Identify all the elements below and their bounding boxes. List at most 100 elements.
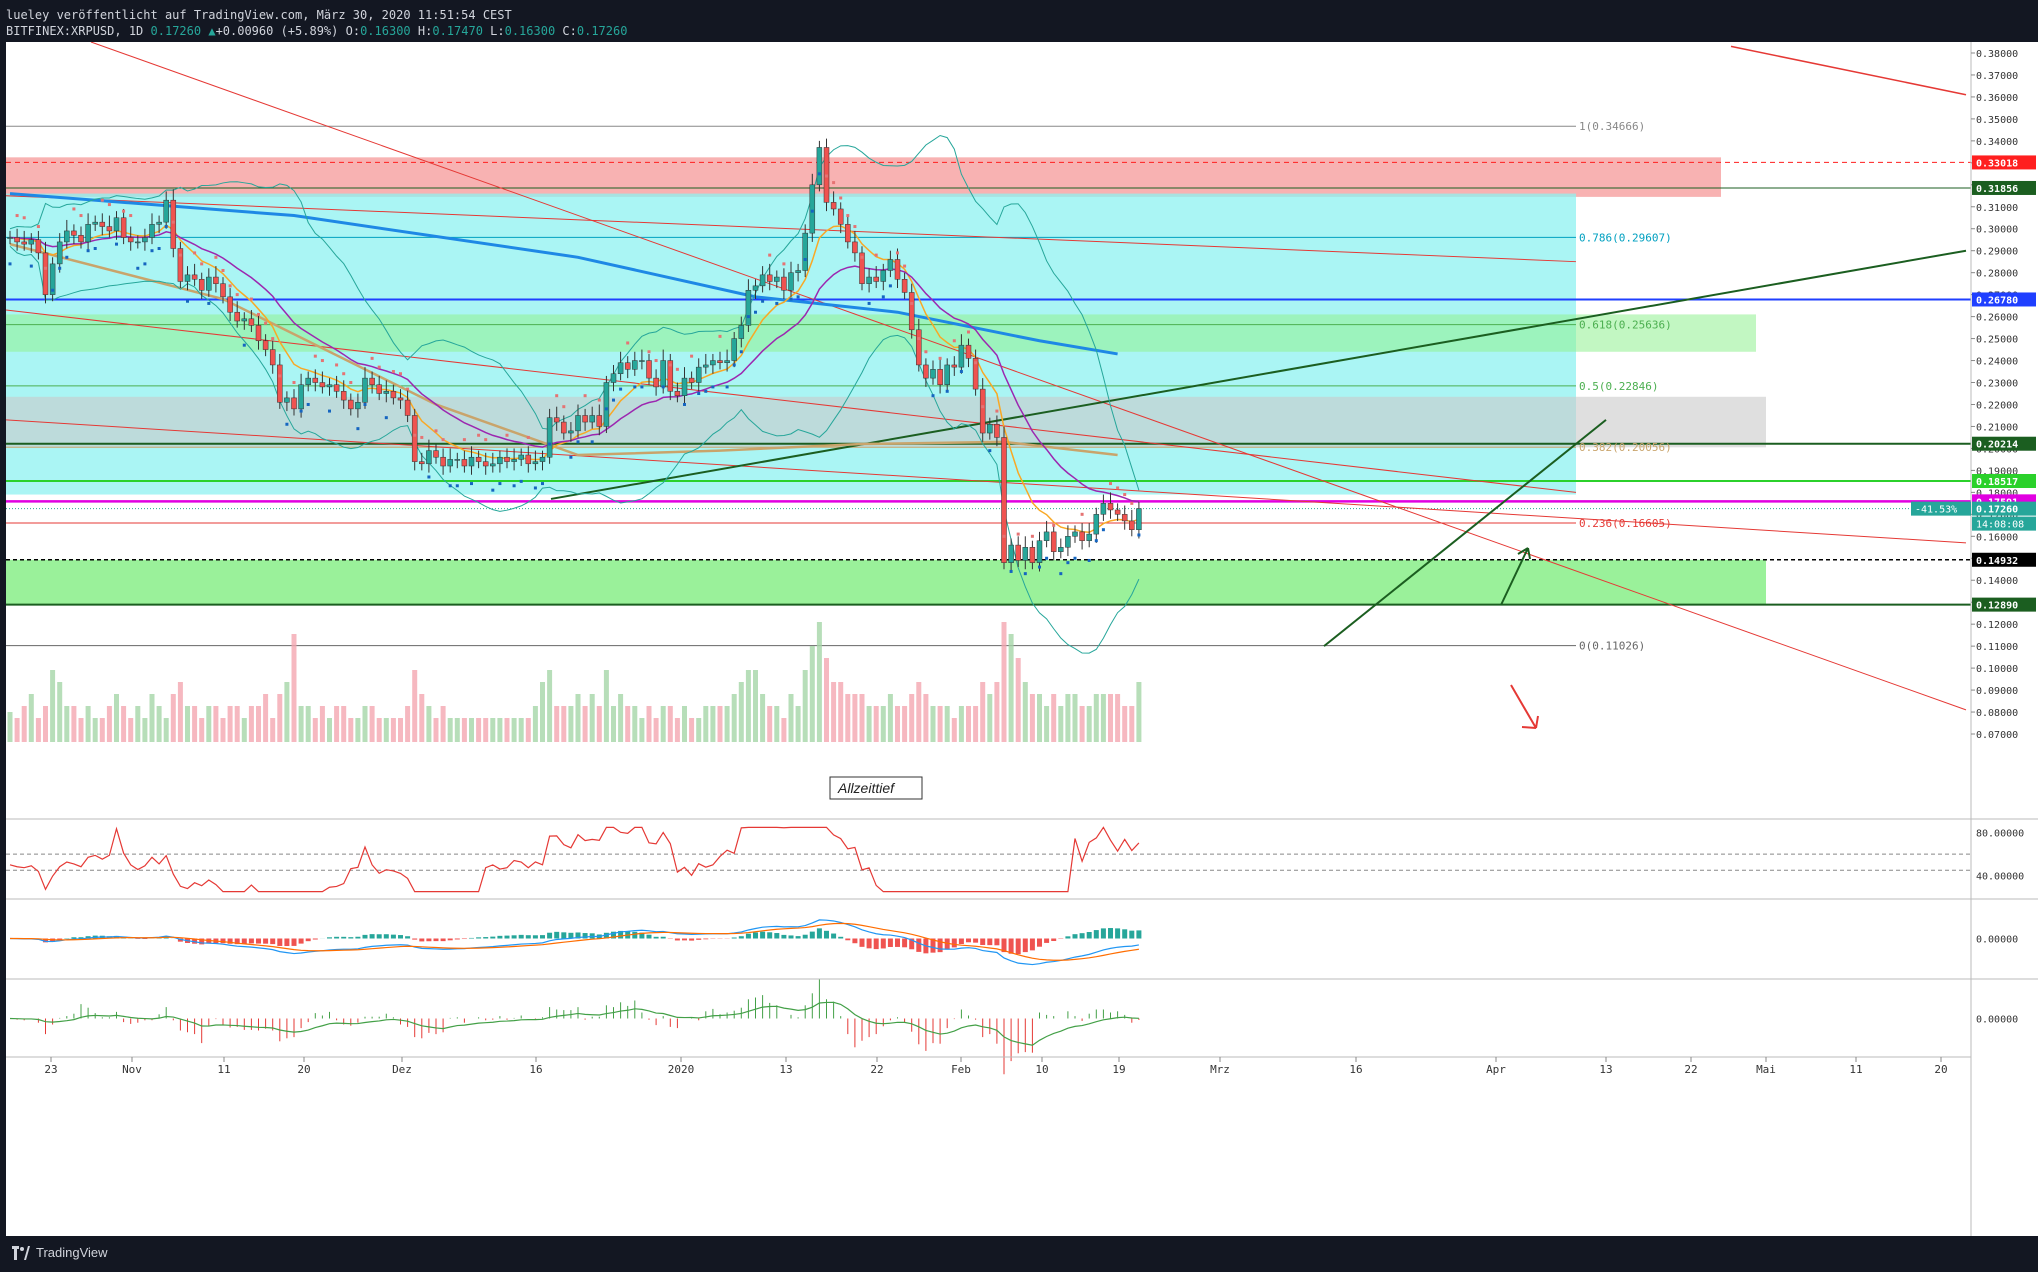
volume-bar (312, 718, 318, 742)
macd-hist-bar (78, 937, 84, 939)
bollinger-upper (9, 134, 1140, 491)
volume-bar (114, 694, 119, 742)
macd-hist-bar (788, 935, 794, 939)
volume-bar (241, 718, 247, 742)
macd-hist-bar (568, 932, 574, 939)
price-label-bg (1972, 180, 2036, 195)
price-tick-label: 0.24000 (1976, 357, 2018, 368)
macd-hist-bar (930, 938, 936, 953)
macd-hist-bar (71, 937, 77, 939)
sar-dot (455, 484, 459, 488)
candle-body (92, 221, 98, 225)
macd-hist-bar (1093, 930, 1099, 939)
sar-dot (384, 416, 388, 420)
sar-dot (505, 433, 509, 437)
sar-dot (129, 214, 133, 218)
sar-dot (782, 262, 786, 266)
volume-bar (994, 682, 1000, 742)
sar-dot (896, 251, 899, 255)
candle-body (206, 276, 212, 291)
sar-dot (72, 207, 76, 211)
chart-canvas[interactable]: 1(0.34666) 0.786(0.29607) 0.618(0.25636) 0.… (6, 42, 2038, 1236)
volume-bar (476, 718, 482, 742)
macd-hist-bar (944, 938, 950, 950)
macd-hist-bar (909, 938, 915, 950)
macd-tick-label: 0.00000 (1976, 935, 2018, 946)
price-tick-label: 0.19000 (1976, 466, 2018, 477)
macd-hist-bar (1136, 930, 1142, 939)
price-tick-label: 0.29000 (1976, 247, 2018, 258)
macd-hist-bar (227, 938, 233, 944)
time-tick-label: 22 (870, 1063, 883, 1076)
candle-body (482, 461, 489, 467)
sar-dot (228, 284, 232, 288)
macd-hist-bar (838, 936, 844, 939)
macd-hist-bar (504, 935, 510, 939)
sar-dot (1030, 534, 1034, 538)
candle-body (319, 382, 326, 388)
candle-body (127, 237, 134, 243)
volume-bar (632, 706, 638, 742)
sar-dot (164, 225, 168, 229)
candle-body (1136, 508, 1142, 530)
volume-bar (1122, 706, 1128, 742)
candles-group (7, 138, 1142, 572)
candle-body (575, 415, 581, 432)
candle-body (468, 456, 475, 467)
sar-dot (399, 372, 402, 376)
sar-dot (29, 264, 33, 268)
sar-dot (832, 181, 836, 185)
chart-area[interactable]: 1(0.34666) 0.786(0.29607) 0.618(0.25636) 0.… (6, 42, 2038, 1236)
price-tick-label: 0.30000 (1976, 225, 2018, 236)
volume-bar (362, 706, 368, 742)
candle-body (397, 397, 404, 401)
candle-body (916, 329, 922, 366)
volume-bar (1022, 682, 1028, 742)
time-tick-label: Nov (122, 1063, 142, 1076)
candle-body (64, 230, 70, 243)
sar-dot (484, 438, 488, 442)
time-tick-label: 11 (1849, 1063, 1862, 1076)
volume-bar (284, 682, 290, 742)
candle-body (305, 377, 311, 385)
volume-bar (419, 694, 425, 742)
volume-bar (461, 718, 467, 742)
last-price: 0.17260 (150, 24, 202, 38)
macd-hist-bar (277, 938, 283, 946)
volume-bar (831, 682, 837, 742)
sar-dot (718, 334, 722, 338)
macd-hist-bar (731, 937, 737, 939)
price-tick-label: 0.22000 (1976, 400, 2018, 411)
volume-bar (518, 718, 524, 742)
macd-hist-bar (348, 937, 354, 939)
candle-body (781, 276, 787, 291)
volume-bar (348, 718, 354, 742)
sar-dot (299, 409, 303, 413)
rsi-tick-label: 80.00000 (1976, 829, 2024, 840)
time-tick-label: Apr (1486, 1063, 1506, 1076)
macd-hist-bar (390, 934, 396, 939)
volume-bar (78, 718, 84, 742)
sar-dot (1101, 528, 1105, 532)
candle-body (880, 270, 887, 282)
candle-body (731, 338, 737, 361)
volume-bar (1093, 694, 1099, 742)
candle-body (85, 224, 91, 243)
sar-dot (789, 297, 793, 301)
macd-hist-bar (483, 937, 489, 939)
candle-body (795, 270, 801, 273)
macd-hist-bar (880, 938, 886, 949)
volume-bar (319, 706, 325, 742)
macd-hist-bar (859, 938, 865, 947)
candle-body (1043, 531, 1050, 541)
volume-bar (1029, 694, 1035, 742)
candle-body (1107, 503, 1114, 511)
price-tick-label: 0.12000 (1976, 620, 2018, 631)
volume-bar (951, 718, 957, 742)
bollinger-lower (9, 245, 1140, 654)
sar-dot (754, 310, 757, 314)
sar-dot (675, 367, 679, 371)
sar-dot (477, 433, 481, 437)
sar-dot (44, 266, 47, 270)
candle-body (106, 226, 113, 232)
